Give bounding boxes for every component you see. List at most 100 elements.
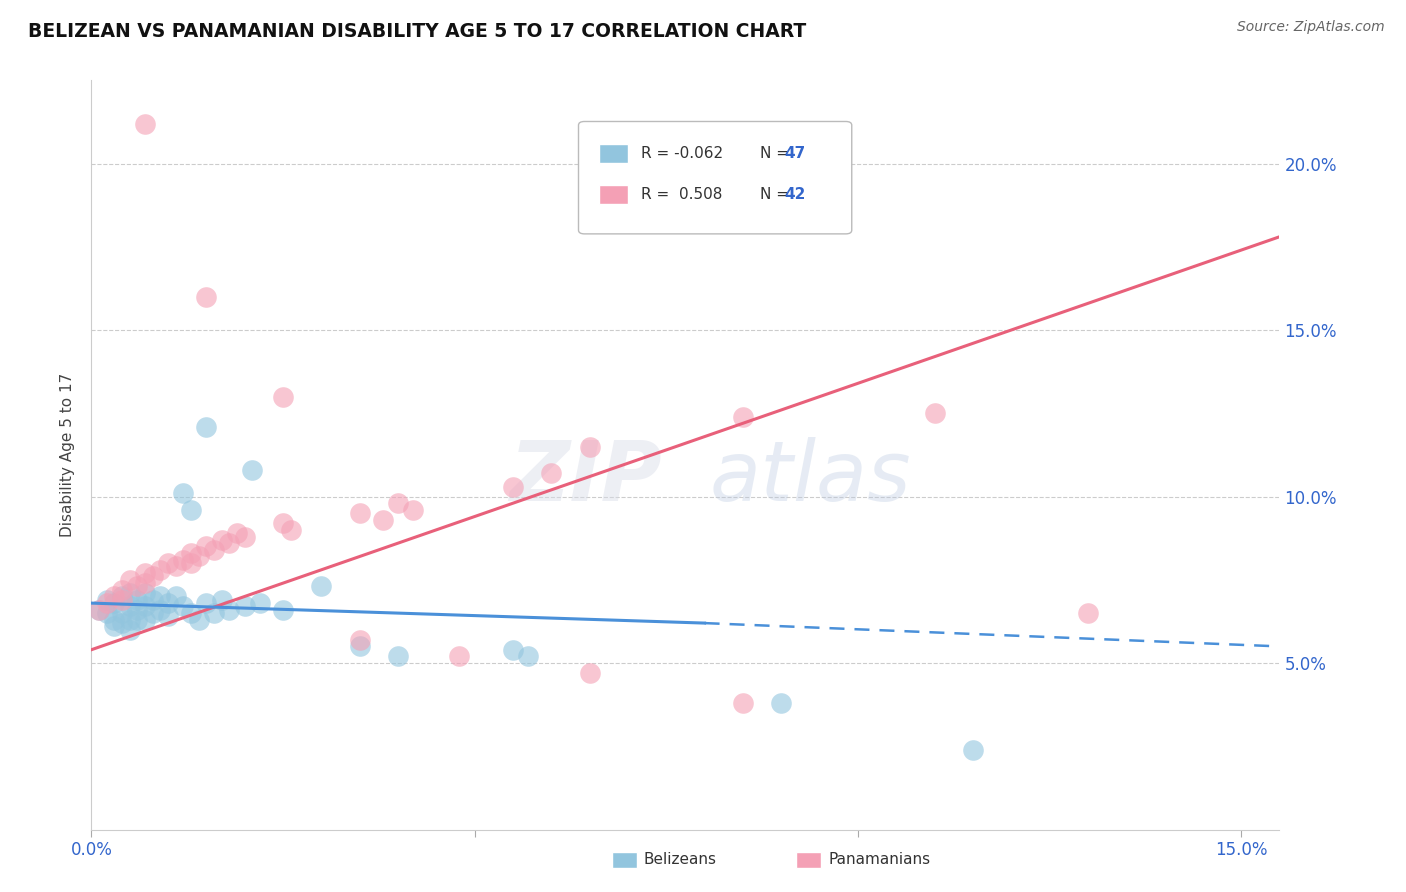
Text: ZIP: ZIP	[509, 437, 662, 518]
Point	[226, 526, 249, 541]
Point	[770, 696, 793, 710]
Point	[118, 623, 141, 637]
Point	[502, 642, 524, 657]
FancyBboxPatch shape	[599, 144, 628, 162]
Point	[111, 590, 134, 604]
Point	[165, 590, 187, 604]
Text: Belizeans: Belizeans	[644, 853, 717, 867]
Point	[142, 606, 165, 620]
Point	[103, 613, 125, 627]
Point	[502, 479, 524, 493]
Point	[218, 536, 240, 550]
Point	[924, 406, 946, 420]
Point	[96, 592, 118, 607]
Point	[142, 592, 165, 607]
Point	[149, 590, 172, 604]
Point	[195, 540, 218, 554]
Point	[517, 649, 540, 664]
FancyBboxPatch shape	[578, 121, 852, 234]
Text: R = -0.062: R = -0.062	[641, 146, 724, 161]
Text: BELIZEAN VS PANAMANIAN DISABILITY AGE 5 TO 17 CORRELATION CHART: BELIZEAN VS PANAMANIAN DISABILITY AGE 5 …	[28, 22, 807, 41]
Point	[142, 569, 165, 583]
Point	[187, 549, 209, 564]
Point	[962, 742, 984, 756]
Point	[127, 592, 149, 607]
Point	[134, 566, 156, 581]
Point	[249, 596, 271, 610]
Text: Panamanians: Panamanians	[828, 853, 931, 867]
Point	[157, 596, 180, 610]
Point	[96, 606, 118, 620]
Point	[180, 546, 202, 560]
Point	[127, 603, 149, 617]
Point	[134, 576, 156, 591]
Point	[731, 409, 754, 424]
Point	[103, 590, 125, 604]
Point	[271, 390, 294, 404]
Point	[195, 596, 218, 610]
Point	[103, 596, 125, 610]
Point	[180, 503, 202, 517]
Point	[578, 440, 600, 454]
Point	[211, 592, 233, 607]
Y-axis label: Disability Age 5 to 17: Disability Age 5 to 17	[60, 373, 76, 537]
Point	[134, 599, 156, 614]
Point	[195, 419, 218, 434]
Point	[157, 556, 180, 570]
Text: R =  0.508: R = 0.508	[641, 187, 723, 202]
Point	[449, 649, 471, 664]
Point	[111, 606, 134, 620]
Point	[578, 666, 600, 681]
Point	[172, 599, 194, 614]
Point	[111, 592, 134, 607]
Point	[349, 640, 371, 654]
Point	[111, 616, 134, 631]
Point	[387, 496, 409, 510]
Point	[1077, 606, 1099, 620]
Point	[87, 603, 110, 617]
Point	[134, 613, 156, 627]
Point	[271, 603, 294, 617]
Point	[280, 523, 302, 537]
Point	[387, 649, 409, 664]
Point	[96, 596, 118, 610]
Point	[180, 556, 202, 570]
Point	[202, 542, 225, 557]
Point	[371, 513, 394, 527]
Text: 47: 47	[785, 146, 806, 161]
Point	[165, 559, 187, 574]
Point	[195, 290, 218, 304]
Point	[731, 696, 754, 710]
Point	[149, 603, 172, 617]
Point	[218, 603, 240, 617]
Point	[118, 586, 141, 600]
Point	[271, 516, 294, 531]
Text: atlas: atlas	[709, 437, 911, 518]
Point	[127, 579, 149, 593]
Text: N =: N =	[761, 187, 794, 202]
Text: Source: ZipAtlas.com: Source: ZipAtlas.com	[1237, 20, 1385, 34]
Point	[311, 579, 333, 593]
Point	[134, 586, 156, 600]
Point	[157, 609, 180, 624]
Point	[118, 599, 141, 614]
Text: N =: N =	[761, 146, 794, 161]
Point	[118, 573, 141, 587]
Point	[172, 486, 194, 500]
Point	[111, 582, 134, 597]
Point	[118, 613, 141, 627]
Point	[540, 467, 562, 481]
Point	[349, 632, 371, 647]
Point	[134, 117, 156, 131]
Point	[211, 533, 233, 547]
Point	[187, 613, 209, 627]
Point	[180, 606, 202, 620]
Point	[172, 553, 194, 567]
Point	[149, 563, 172, 577]
Point	[233, 529, 256, 543]
Point	[349, 506, 371, 520]
Point	[87, 603, 110, 617]
Point	[202, 606, 225, 620]
Point	[240, 463, 263, 477]
Point	[402, 503, 425, 517]
